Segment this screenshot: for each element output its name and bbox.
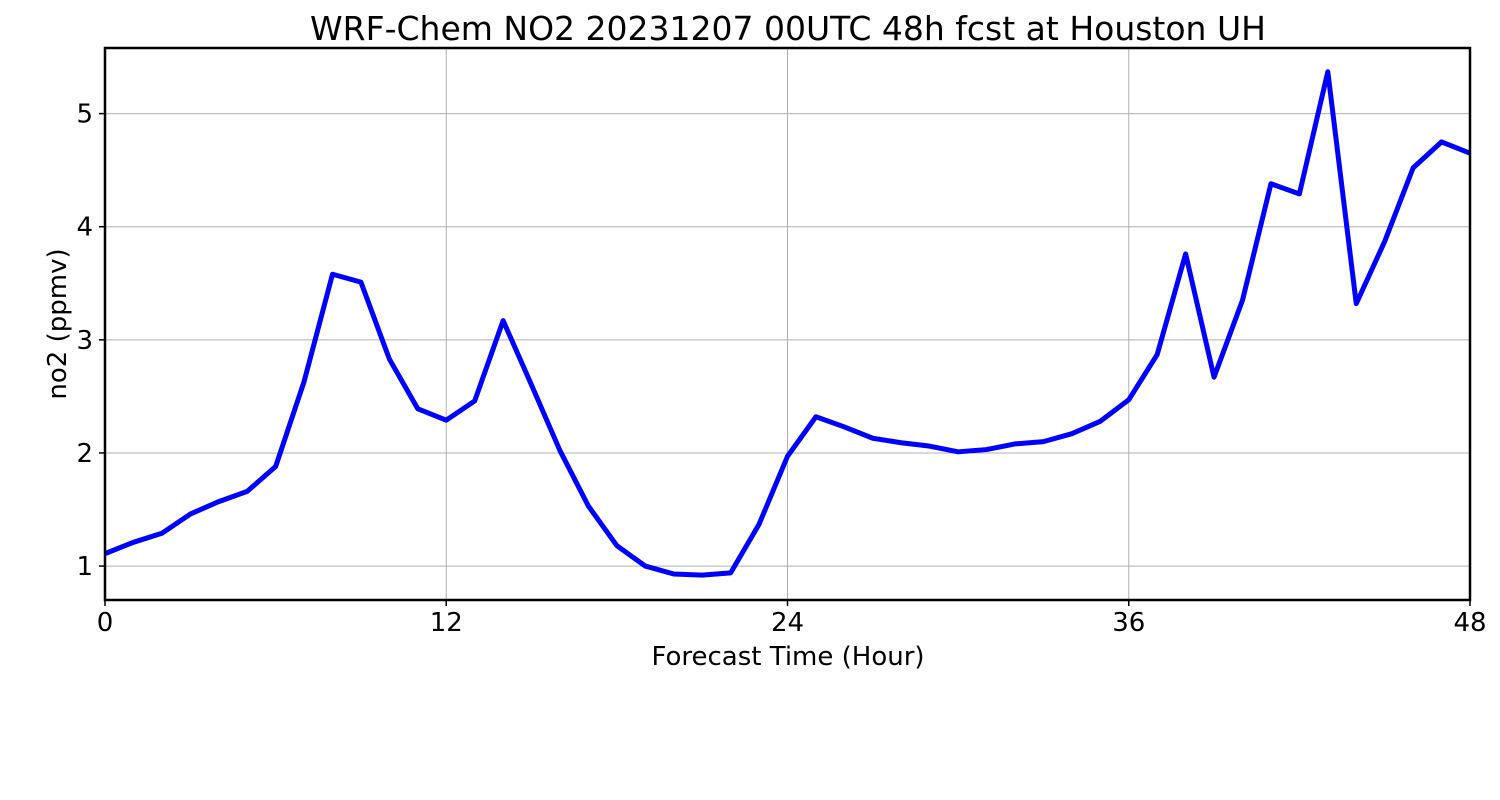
series-layer [104, 69, 1471, 578]
x-tick-label: 48 [1453, 608, 1486, 638]
y-tick-label: 1 [76, 552, 93, 582]
x-tick-label: 36 [1112, 608, 1145, 638]
y-tick-label: 4 [76, 213, 93, 243]
x-axis-label: Forecast Time (Hour) [651, 642, 924, 672]
grid-lines [104, 48, 1471, 600]
y-axis-label: no2 (ppmv) [43, 248, 73, 399]
y-tick-label: 2 [76, 439, 93, 469]
y-tick-label: 5 [76, 100, 93, 130]
x-tick-label: 12 [430, 608, 463, 638]
chart-title: WRF-Chem NO2 20231207 00UTC 48h fcst at … [310, 9, 1266, 48]
x-tick-label: 24 [771, 608, 804, 638]
y-tick-label: 3 [76, 326, 93, 356]
no2-series-line [104, 69, 1471, 578]
x-tick-label: 0 [97, 608, 114, 638]
